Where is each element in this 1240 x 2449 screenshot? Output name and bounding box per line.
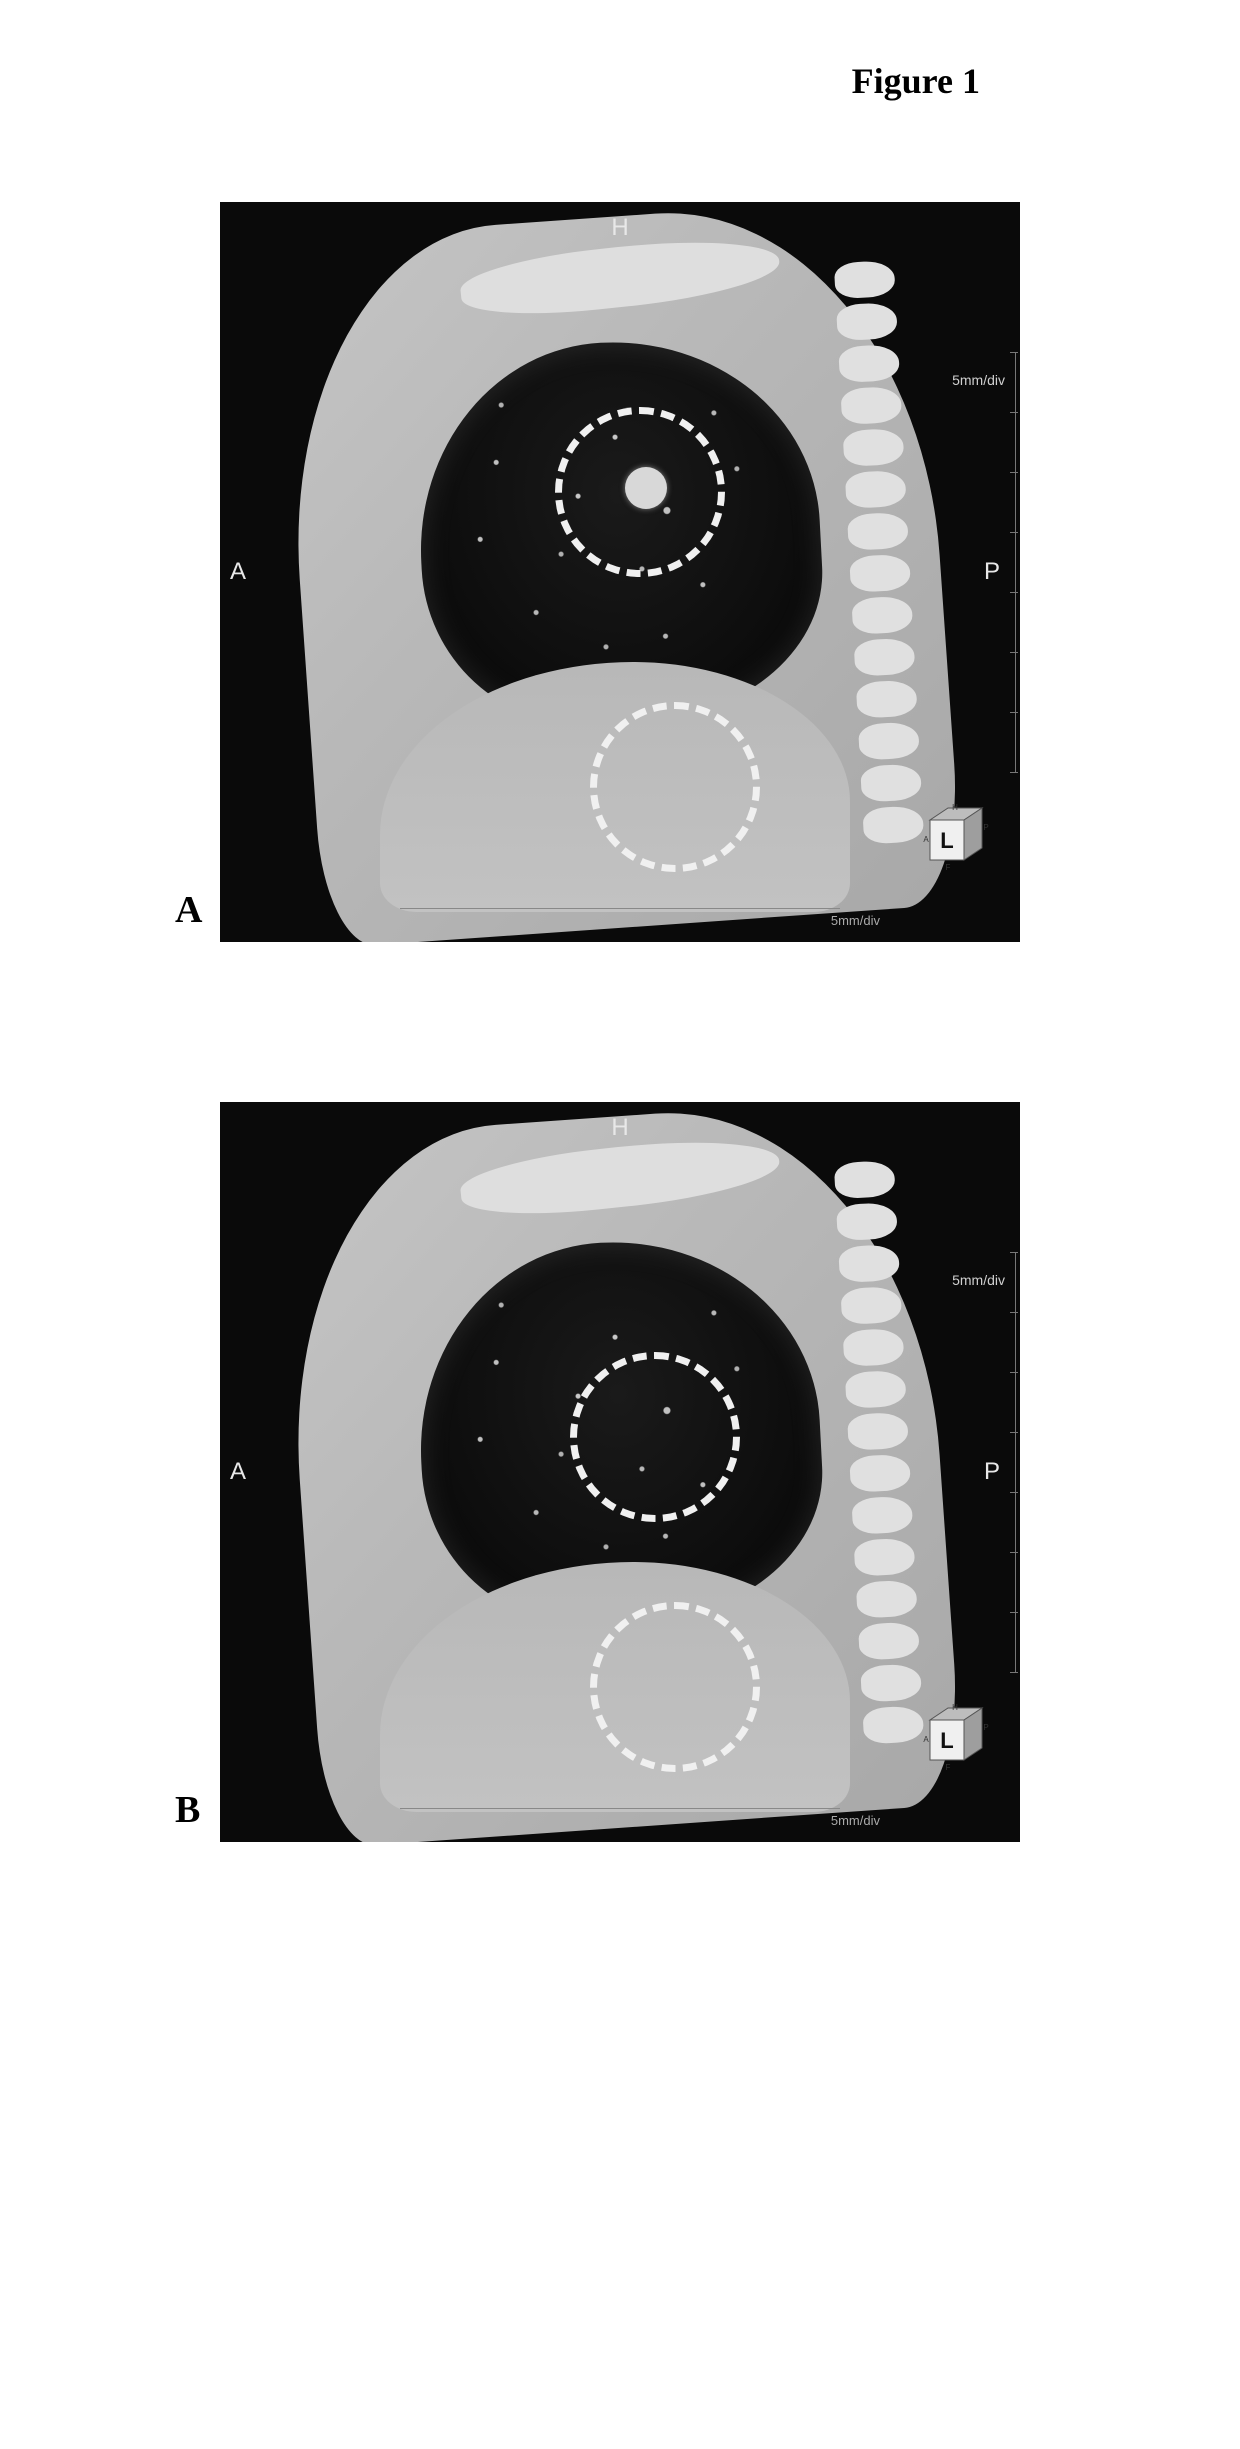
annotation-circle-b-1 <box>570 1352 740 1522</box>
panel-a: A H A P 5mm/div <box>220 202 1020 942</box>
svg-text:A: A <box>923 835 929 844</box>
ct-image-b: H A P 5mm/div L H A P F <box>220 1102 1020 1842</box>
annotation-circle-a-1 <box>555 407 725 577</box>
orient-a-a: A <box>230 558 246 586</box>
orient-h-a: H <box>611 214 628 242</box>
cube-face-letter-a: L <box>940 828 953 853</box>
svg-text:H: H <box>952 1703 958 1712</box>
panels-container: A H A P 5mm/div <box>220 202 1020 1842</box>
svg-text:F: F <box>946 863 951 872</box>
scale-rule-a <box>1010 352 1016 772</box>
panel-b-label: B <box>175 1788 200 1832</box>
orient-p-a: P <box>984 558 1000 586</box>
scale-label-b: 5mm/div <box>952 1272 1005 1288</box>
orient-a-b: A <box>230 1458 246 1486</box>
cube-icon: L H A P F <box>920 800 992 872</box>
scale-label-a: 5mm/div <box>952 372 1005 388</box>
annotation-circle-a-2 <box>590 702 760 872</box>
svg-text:H: H <box>952 803 958 812</box>
panel-b: B H A P 5mm/div <box>220 1102 1020 1842</box>
scale-rule-b <box>1010 1252 1016 1672</box>
orient-p-b: P <box>984 1458 1000 1486</box>
bottom-scale-label-b: 5mm/div <box>831 1813 880 1828</box>
svg-text:P: P <box>983 823 988 832</box>
bottom-scale-a <box>400 908 840 928</box>
svg-text:F: F <box>946 1763 951 1772</box>
bottom-scale-label-a: 5mm/div <box>831 913 880 928</box>
bottom-scale-b <box>400 1808 840 1828</box>
orientation-cube-a: L H A P F <box>920 800 992 872</box>
svg-text:L: L <box>940 1728 953 1753</box>
orient-h-b: H <box>611 1114 628 1142</box>
annotation-circle-b-2 <box>590 1602 760 1772</box>
cube-icon: L H A P F <box>920 1700 992 1772</box>
ct-image-a: H A P 5mm/div L H A P F <box>220 202 1020 942</box>
svg-text:A: A <box>923 1735 929 1744</box>
figure-title: Figure 1 <box>40 60 1200 102</box>
svg-text:P: P <box>983 1723 988 1732</box>
orientation-cube-b: L H A P F <box>920 1700 992 1772</box>
panel-a-label: A <box>175 888 202 932</box>
